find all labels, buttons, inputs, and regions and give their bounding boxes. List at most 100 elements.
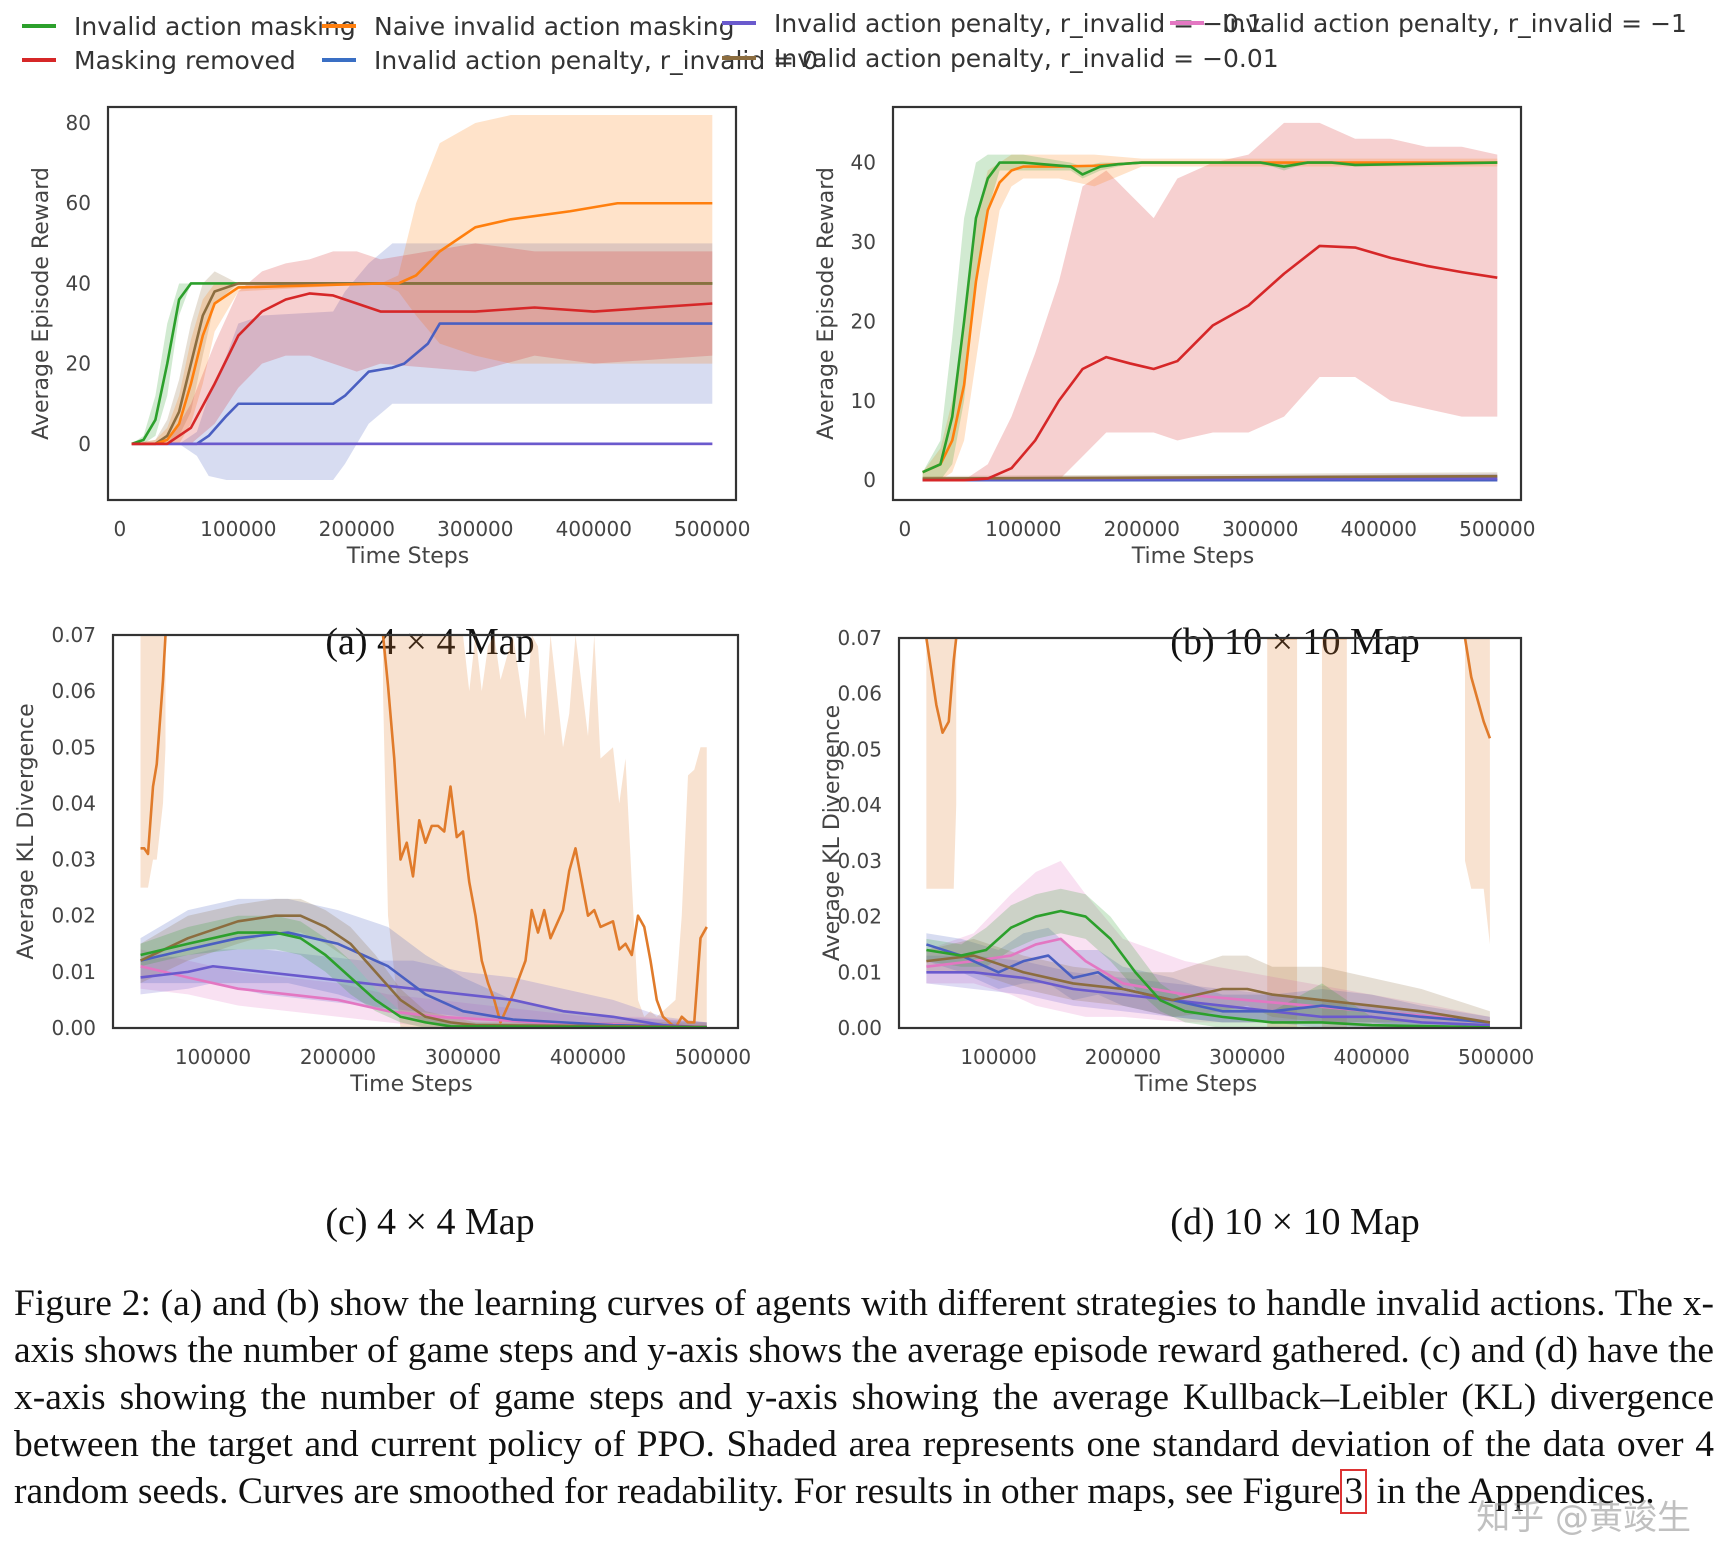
band-naive2 bbox=[1465, 638, 1490, 945]
series-line-naive bbox=[140, 635, 167, 856]
legend-item-mask: Invalid action masking bbox=[22, 8, 356, 44]
y-tick-label: 10 bbox=[851, 389, 876, 413]
plot-frame bbox=[891, 105, 1523, 502]
series-line-naive2 bbox=[1463, 638, 1492, 739]
y-tick-label: 30 bbox=[851, 230, 876, 254]
y-tick-label: 0 bbox=[78, 432, 91, 456]
x-tick-label: 0 bbox=[898, 517, 911, 541]
x-axis-label: Time Steps bbox=[346, 544, 469, 569]
y-tick-label: 80 bbox=[66, 111, 91, 135]
y-tick-label: 0.02 bbox=[837, 905, 882, 929]
y-axis-label: Average KL Divergence bbox=[14, 703, 39, 959]
y-tick-label: 0.04 bbox=[837, 793, 882, 817]
series-line-pen0 bbox=[140, 931, 707, 1028]
band-pen001 bbox=[926, 938, 1490, 1028]
band-naive bbox=[131, 115, 713, 444]
band-removed bbox=[131, 243, 713, 444]
x-tick-label: 200000 bbox=[319, 517, 395, 541]
figure-caption: Figure 2: (a) and (b) show the learning … bbox=[14, 1280, 1714, 1515]
series-line-pen001 bbox=[139, 914, 707, 1028]
band-naive4 bbox=[1321, 638, 1347, 1028]
series-line-removed bbox=[922, 244, 1498, 482]
series-line-mask bbox=[926, 909, 1490, 1028]
legend-swatch bbox=[722, 21, 756, 25]
series-line-mask bbox=[140, 931, 707, 1028]
plot-area bbox=[139, 635, 708, 1028]
chart-a: 0 100000 200000 300000 400000 500000 0 20 40 60 80… bbox=[0, 95, 860, 575]
legend-swatch bbox=[22, 58, 56, 62]
y-tick-label: 0 bbox=[863, 468, 876, 492]
legend-label: Invalid action masking bbox=[74, 11, 356, 41]
chart-c-svg: 100000 200000 300000 400000 500000 0.00 0.01 0.… bbox=[14, 623, 751, 1097]
figure-caption-text: Figure 2: (a) and (b) show the learning … bbox=[14, 1283, 1714, 1512]
x-tick-label: 400000 bbox=[556, 517, 632, 541]
band-naive3 bbox=[1267, 638, 1298, 1028]
y-axis-label: Average Episode Reward bbox=[814, 167, 839, 440]
band-pen1 bbox=[926, 860, 1490, 1028]
y-tick-label: 60 bbox=[66, 191, 91, 215]
y-axis-label: Average KL Divergence bbox=[820, 705, 845, 961]
chart-c: 100000 200000 300000 400000 500000 0.00 0.01 0.… bbox=[0, 623, 860, 1210]
figure-ref-link[interactable]: 3 bbox=[1340, 1469, 1368, 1514]
x-tick-label: 300000 bbox=[1222, 517, 1298, 541]
legend-swatch bbox=[22, 24, 56, 28]
x-tick-label: 0 bbox=[113, 517, 126, 541]
y-tick-label: 0.01 bbox=[51, 960, 96, 984]
band-naive bbox=[140, 635, 166, 888]
legend: Invalid action masking Masking removed N… bbox=[0, 0, 1729, 90]
subcaption-c: (c) 4 × 4 Map bbox=[325, 1201, 535, 1243]
x-tick-label: 500000 bbox=[1459, 517, 1535, 541]
y-tick-label: 40 bbox=[66, 271, 91, 295]
legend-item-naive: Naive invalid action masking bbox=[322, 8, 734, 44]
y-tick-label: 0.04 bbox=[51, 791, 96, 815]
subcaption-a: (a) 4 × 4 Map bbox=[325, 621, 535, 663]
chart-b: 0 100000 200000 300000 400000 500000 0 10 20 30 40… bbox=[814, 95, 1725, 575]
x-tick-label: 200000 bbox=[1085, 1045, 1161, 1069]
series-line-naive bbox=[925, 638, 958, 735]
x-tick-label: 500000 bbox=[675, 1045, 751, 1069]
y-tick-label: 0.07 bbox=[51, 623, 96, 647]
legend-swatch bbox=[722, 56, 756, 60]
legend-label: Naive invalid action masking bbox=[374, 11, 735, 41]
x-tick-label: 400000 bbox=[1341, 517, 1417, 541]
band-pen0 bbox=[140, 898, 707, 1028]
series-line-mask bbox=[131, 282, 713, 446]
y-tick-label: 20 bbox=[66, 352, 91, 376]
series-line-naive bbox=[922, 161, 1498, 474]
y-tick-label: 0.06 bbox=[837, 682, 882, 706]
band-pen001 bbox=[140, 898, 707, 1028]
legend-item-removed: Masking removed bbox=[22, 42, 296, 78]
x-axis-label: Time Steps bbox=[349, 1072, 472, 1097]
x-tick-label: 400000 bbox=[550, 1045, 626, 1069]
legend-label: Invalid action penalty, r_invalid = −1 bbox=[1222, 8, 1687, 38]
series-line-pen0 bbox=[131, 322, 713, 446]
y-tick-label: 0.00 bbox=[837, 1016, 882, 1040]
x-tick-label: 200000 bbox=[1104, 517, 1180, 541]
subcaption-d: (d) 10 × 10 Map bbox=[1170, 1201, 1420, 1243]
y-tick-label: 0.05 bbox=[837, 737, 882, 761]
plot-frame bbox=[897, 636, 1523, 1030]
y-tick-label: 0.06 bbox=[51, 679, 96, 703]
y-tick-label: 0.00 bbox=[51, 1016, 96, 1040]
x-axis-label: Time Steps bbox=[1134, 1072, 1257, 1097]
band-mask bbox=[140, 915, 707, 1028]
band-naive bbox=[926, 638, 957, 889]
watermark-text: 知乎 @黄竣生 bbox=[1476, 1498, 1691, 1538]
plot-frame bbox=[111, 633, 740, 1030]
legend-label: Invalid action penalty, r_invalid = −0.0… bbox=[774, 43, 1279, 73]
x-tick-label: 300000 bbox=[1209, 1045, 1285, 1069]
legend-swatch bbox=[322, 58, 356, 62]
band-mask bbox=[922, 154, 1498, 481]
y-tick-label: 0.07 bbox=[837, 626, 882, 650]
legend-item-pen1: Invalid action penalty, r_invalid = −1 bbox=[1170, 5, 1687, 41]
subcaption-b: (b) 10 × 10 Map bbox=[1170, 621, 1420, 663]
chart-b-svg: 0 100000 200000 300000 400000 500000 0 10 20 30 40… bbox=[814, 105, 1535, 569]
figure-caption-tail: in the Appendices. bbox=[1367, 1471, 1655, 1512]
y-tick-label: 0.05 bbox=[51, 735, 96, 759]
series-line-naive bbox=[131, 201, 713, 446]
x-tick-label: 400000 bbox=[1334, 1045, 1410, 1069]
series-line-pen01 bbox=[140, 964, 707, 1028]
chart-d-svg: 100000 200000 300000 400000 500000 0.00 0.01 0.… bbox=[820, 626, 1534, 1097]
x-tick-label: 100000 bbox=[200, 517, 276, 541]
band-naive2 bbox=[383, 635, 707, 1028]
